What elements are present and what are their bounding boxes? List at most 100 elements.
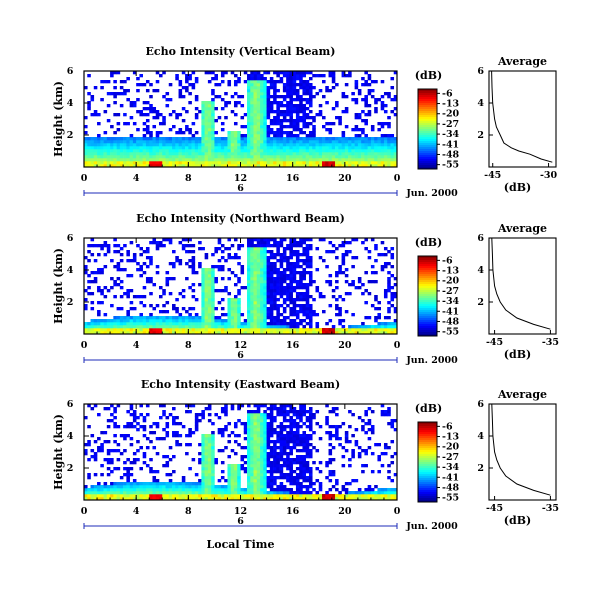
heatmap-cell [273, 158, 277, 162]
heatmap-cell [367, 164, 372, 168]
heatmap-cell [390, 256, 395, 260]
heatmap-cell [325, 158, 329, 162]
heatmap-cell [106, 250, 111, 254]
heatmap-cell [253, 413, 258, 417]
heatmap-cell [390, 488, 395, 492]
heatmap-cell [315, 491, 320, 495]
heatmap-cell [312, 125, 316, 129]
heatmap-cell [110, 164, 114, 168]
heatmap-cell [273, 419, 277, 423]
heatmap-cell [145, 464, 150, 468]
heatmap-cell [90, 331, 95, 335]
heatmap-cell [325, 250, 329, 254]
heatmap-cell [119, 268, 124, 272]
heatmap-cell [126, 259, 130, 263]
heatmap-cell [302, 131, 307, 135]
heatmap-cell [253, 116, 258, 120]
heatmap-cell [302, 298, 307, 302]
heatmap-cell [354, 479, 359, 483]
heatmap-cell [243, 491, 248, 495]
heatmap-cell [322, 161, 326, 165]
heatmap-cell [204, 143, 209, 147]
heatmap-cell [331, 473, 336, 477]
heatmap-cell [318, 140, 323, 144]
heatmap-cell [380, 452, 385, 456]
heatmap-cell [295, 125, 300, 129]
heatmap-cell [211, 77, 215, 81]
heatmap-cell [139, 316, 143, 320]
heatmap-cell [247, 256, 251, 260]
heatmap-cell [172, 307, 176, 311]
heatmap-cell [87, 325, 91, 329]
heatmap-cell [191, 262, 196, 266]
heatmap-cell [305, 494, 310, 498]
heatmap-cell [87, 104, 91, 108]
heatmap-cell [207, 437, 212, 441]
heatmap-cell [299, 494, 303, 498]
colorbar-tick-label: -20 [442, 109, 460, 120]
heatmap-cell [273, 155, 277, 159]
heatmap-cell [181, 476, 186, 480]
heatmap-cell [295, 422, 300, 426]
heatmap-cell [230, 464, 235, 468]
heatmap-cell [119, 452, 124, 456]
heatmap-cell [207, 149, 212, 153]
heatmap-cell [308, 158, 313, 162]
heatmap-cell [286, 410, 290, 414]
heatmap-cell [276, 152, 280, 156]
heatmap-cell [299, 152, 303, 156]
heatmap-cell [217, 428, 222, 432]
heatmap-cell [113, 161, 117, 165]
heatmap-cell [279, 155, 284, 159]
heatmap-cell [253, 461, 258, 465]
heatmap-cell [370, 431, 375, 435]
heatmap-cell [266, 116, 271, 120]
heatmap-cell [204, 71, 209, 75]
heatmap-cell [84, 152, 88, 156]
heatmap-cell [142, 316, 147, 320]
heatmap-cell [103, 494, 108, 498]
heatmap-cell [328, 304, 333, 308]
heatmap-cell [247, 265, 251, 269]
heatmap-cell [354, 101, 359, 105]
heatmap-cell [233, 238, 238, 242]
heatmap-cell [289, 322, 293, 326]
heatmap-cell [302, 467, 307, 471]
heatmap-cell [172, 494, 176, 498]
heatmap-cell [269, 143, 274, 147]
heatmap-cell [110, 277, 114, 281]
heatmap-cell [253, 161, 258, 165]
heatmap-cell [387, 95, 391, 99]
heatmap-cell [344, 149, 349, 153]
heatmap-cell [344, 158, 349, 162]
heatmap-cell [256, 250, 261, 254]
heatmap-cell [220, 328, 225, 332]
heatmap-cell [305, 137, 310, 141]
heatmap-cell [233, 301, 238, 305]
heatmap-cell [305, 140, 310, 144]
heatmap-cell [178, 328, 183, 332]
heatmap-cell [90, 488, 95, 492]
heatmap-cell [256, 74, 261, 78]
heatmap-cell [286, 80, 290, 84]
heatmap-cell [217, 319, 222, 323]
heatmap-cell [383, 443, 388, 447]
heatmap-cell [253, 74, 258, 78]
heatmap-cell [237, 467, 241, 471]
heatmap-cell [191, 331, 196, 335]
heatmap-cell [380, 491, 385, 495]
heatmap-cell [286, 155, 290, 159]
heatmap-cell [390, 440, 395, 444]
heatmap-cell [243, 113, 248, 117]
heatmap-cell [253, 265, 258, 269]
heatmap-cell [263, 110, 267, 114]
heatmap-cell [172, 152, 176, 156]
heatmap-cell [260, 116, 264, 120]
heatmap-cell [361, 137, 365, 141]
heatmap-cell [256, 461, 261, 465]
heatmap-cell [220, 325, 225, 329]
heatmap-cell [260, 434, 264, 438]
heatmap-cell [266, 143, 271, 147]
heatmap-cell [113, 434, 117, 438]
heatmap-cell [247, 301, 251, 305]
